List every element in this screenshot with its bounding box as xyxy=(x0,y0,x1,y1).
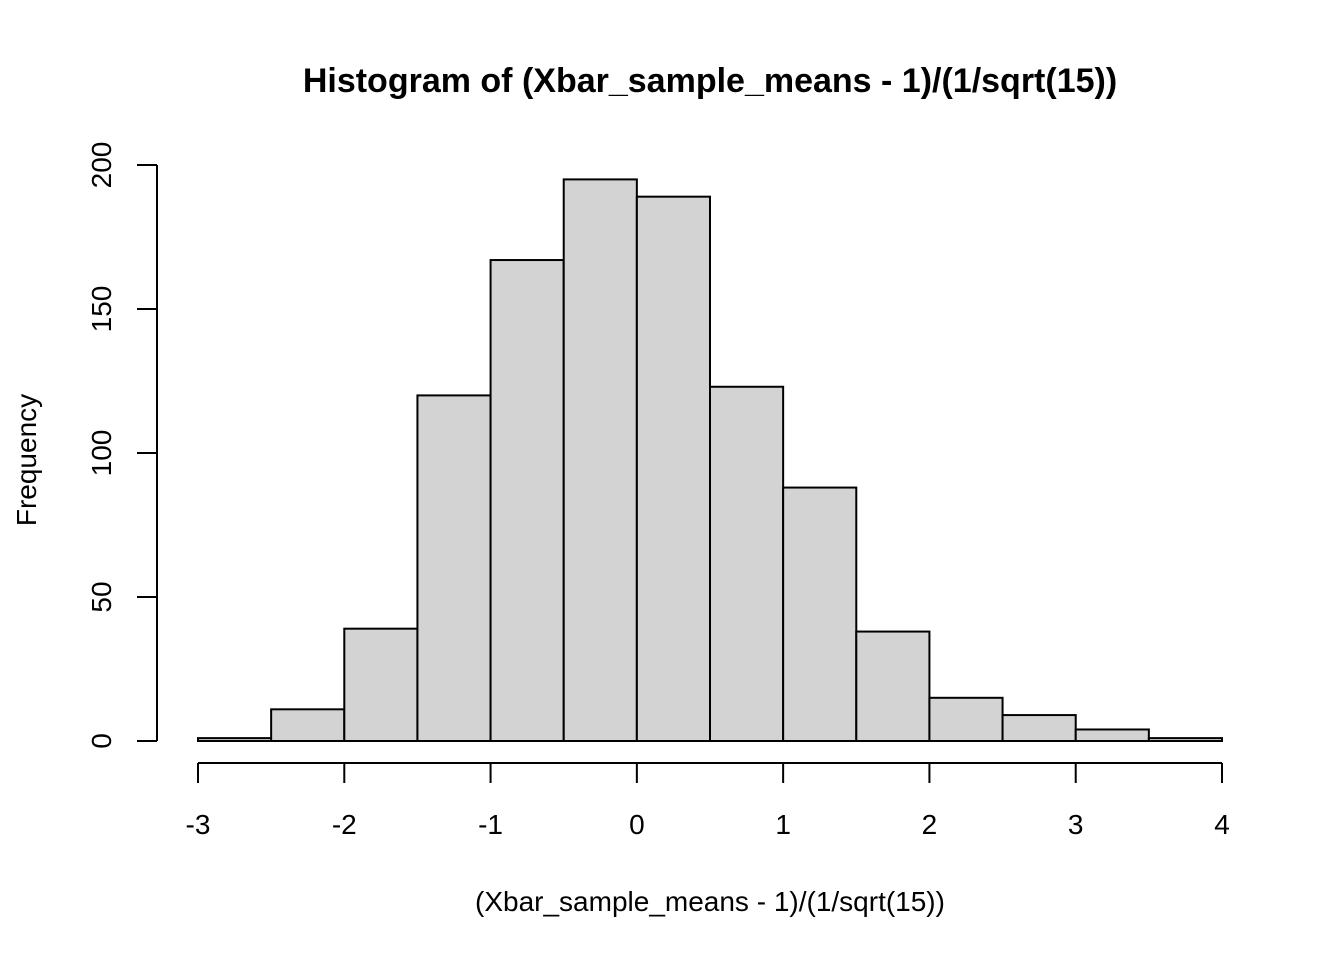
histogram-bar xyxy=(1147,737,1224,742)
x-tick-label: -1 xyxy=(478,809,503,840)
x-tick-label: 4 xyxy=(1214,809,1230,840)
x-axis: -3 -2 -1 0 1 2 3 4 xyxy=(186,762,1230,840)
x-tick-label: 1 xyxy=(775,809,791,840)
y-tick-label: 50 xyxy=(86,581,117,612)
histogram-bar xyxy=(709,385,785,742)
y-tick-label: 100 xyxy=(86,430,117,477)
x-tick-label: 3 xyxy=(1068,809,1084,840)
x-axis-label: (Xbar_sample_means - 1)/(1/sqrt(15)) xyxy=(475,886,945,917)
y-axis: 0 50 100 150 200 xyxy=(86,142,158,749)
y-tick-label: 200 xyxy=(86,142,117,189)
histogram-bar xyxy=(270,708,346,743)
y-tick-label: 0 xyxy=(86,733,117,749)
histogram-bar xyxy=(197,737,273,742)
histogram-bar xyxy=(855,630,931,742)
histogram-bar xyxy=(562,178,638,742)
x-tick-label: -3 xyxy=(186,809,211,840)
histogram-bar xyxy=(343,627,419,742)
y-axis-label: Frequency xyxy=(11,394,42,526)
y-tick-label: 150 xyxy=(86,286,117,333)
histogram-bar xyxy=(416,394,492,742)
x-tick-label: 2 xyxy=(922,809,938,840)
histogram-bar xyxy=(635,195,711,742)
histogram-bar xyxy=(928,696,1004,742)
histogram-bar xyxy=(489,259,565,742)
histogram-bar xyxy=(1001,714,1077,743)
histogram-bar xyxy=(782,486,858,742)
chart-title: Histogram of (Xbar_sample_means - 1)/(1/… xyxy=(303,62,1117,100)
histogram-bar xyxy=(1074,728,1150,742)
x-tick-label: -2 xyxy=(332,809,357,840)
histogram-bars xyxy=(197,178,1224,743)
x-tick-label: 0 xyxy=(629,809,645,840)
